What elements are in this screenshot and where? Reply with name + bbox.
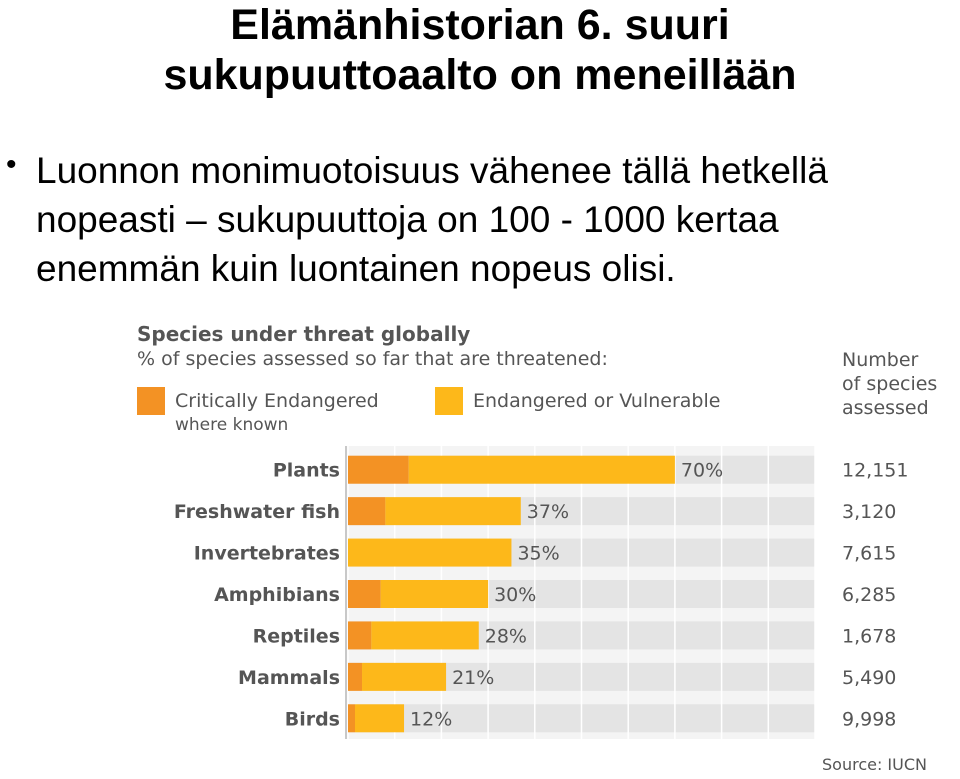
data-label-total: 35%: [517, 543, 559, 565]
bar-endangered-vulnerable: [371, 621, 479, 650]
legend-label-critically-endangered: Critically Endangered: [175, 390, 379, 412]
bar-critically-endangered: [348, 704, 356, 733]
bar-endangered-vulnerable: [355, 704, 405, 733]
species-assessed-value: 6,285: [842, 584, 896, 606]
category-label: Plants: [273, 460, 340, 482]
species-assessed-value: 1,678: [842, 625, 896, 647]
category-label: Reptiles: [253, 625, 340, 647]
bar-critically-endangered: [348, 662, 363, 691]
data-label-total: 12%: [410, 708, 452, 730]
category-label: Birds: [285, 708, 340, 730]
chart-source: Source: IUCN: [822, 755, 927, 774]
species-assessed-value: 7,615: [842, 543, 896, 565]
bar-critically-endangered: [348, 497, 386, 526]
category-label: Mammals: [238, 667, 340, 689]
species-assessed-value: 9,998: [842, 708, 896, 730]
species-assessed-value: 3,120: [842, 501, 896, 523]
bar-endangered-vulnerable: [348, 538, 512, 567]
bar-endangered-vulnerable: [408, 455, 675, 484]
data-label-total: 37%: [527, 501, 569, 523]
category-label: Invertebrates: [194, 543, 340, 565]
bar-critically-endangered: [348, 455, 409, 484]
species-assessed-value: 12,151: [842, 460, 908, 482]
chart-plot-area: Plants 70% 12,151 Freshwater fish 37% 3,120 In…: [174, 446, 908, 739]
chart-subtitle: % of species assessed so far that are th…: [137, 348, 608, 370]
data-label-total: 28%: [485, 625, 527, 647]
category-label: Amphibians: [214, 584, 340, 606]
slide-title-line-2: sukupuuttoaalto on meneillään: [163, 51, 797, 99]
legend-swatch-endangered-vulnerable: [435, 387, 463, 415]
species-assessed-value: 5,490: [842, 667, 896, 689]
bullet-text: Luonnon monimuotoisuus vähenee tällä het…: [36, 150, 828, 289]
bullet-dot-icon: •: [6, 148, 17, 181]
chart-title: Species under threat globally: [137, 322, 471, 346]
bar-endangered-vulnerable: [385, 497, 521, 526]
slide-title-line-1: Elämänhistorian 6. suuri: [230, 1, 730, 49]
column-header-species-assessed: Number of species assessed: [842, 349, 938, 419]
data-label-total: 21%: [452, 667, 494, 689]
bar-critically-endangered: [348, 621, 372, 650]
species-threat-chart: Species under threat globally % of speci…: [130, 318, 960, 779]
legend-swatch-critically-endangered: [137, 387, 165, 415]
category-label: Freshwater fish: [174, 501, 340, 523]
legend-label-endangered-vulnerable: Endangered or Vulnerable: [473, 390, 721, 412]
data-label-total: 30%: [494, 584, 536, 606]
bar-critically-endangered: [348, 580, 381, 608]
slide-title: Elämänhistorian 6. suuri sukupuuttoaalto…: [0, 0, 960, 100]
data-label-total: 70%: [681, 460, 723, 482]
bar-endangered-vulnerable: [380, 580, 489, 608]
bar-endangered-vulnerable: [362, 662, 447, 691]
legend-sublabel-where-known: where known: [175, 415, 289, 435]
